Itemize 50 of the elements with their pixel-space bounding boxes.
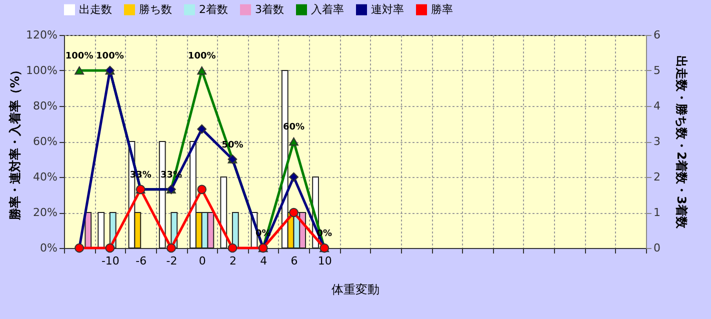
- y2-axis-title: 出走数・勝ち数・2着数・3着数: [674, 56, 688, 230]
- x-tick-label: 2: [229, 254, 236, 268]
- y-tick-label: 0%: [40, 242, 58, 254]
- x-tick-label: 0: [198, 254, 206, 268]
- y-tick-label: 80%: [33, 100, 58, 112]
- point: [197, 124, 207, 134]
- bar: [232, 212, 239, 248]
- bar: [220, 176, 228, 248]
- y-tick-label: 60%: [33, 135, 58, 148]
- y-axis-title: 勝率・連対率・入着率（%）: [8, 64, 22, 222]
- data-label: 100%: [188, 52, 216, 62]
- legend-label: 勝率: [431, 2, 453, 16]
- y2-tick-label: 4: [654, 100, 660, 112]
- legend-label: 2着数: [199, 2, 228, 16]
- y2-tick-label: 0: [654, 242, 660, 254]
- x-tick-label: -2: [166, 254, 178, 268]
- point: [166, 243, 176, 253]
- y2-tick-label: 3: [654, 135, 660, 148]
- point: [197, 184, 207, 194]
- point: [228, 243, 238, 253]
- point: [289, 137, 298, 146]
- legend-label: 3着数: [255, 2, 284, 16]
- point: [74, 66, 84, 75]
- legend-label: 出走数: [79, 2, 112, 16]
- legend-label: 入着率: [311, 2, 344, 16]
- y-tick-label: 20%: [33, 206, 58, 219]
- point: [197, 66, 207, 75]
- legend-label: 連対率: [371, 2, 404, 16]
- data-label: 100%: [65, 52, 94, 62]
- point: [289, 172, 298, 182]
- data-label: 100%: [96, 52, 124, 62]
- x-tick-label: -6: [136, 254, 147, 268]
- x-axis-title: 体重変動: [332, 282, 380, 296]
- x-tick-label: -10: [101, 254, 120, 268]
- point: [105, 243, 115, 253]
- x-tick-label: 6: [290, 254, 298, 268]
- y2-tick-label: 6: [654, 28, 660, 42]
- point: [289, 208, 298, 218]
- legend-label: 勝ち数: [139, 2, 172, 16]
- data-label: 0%: [255, 229, 271, 239]
- y-tick-label: 40%: [33, 170, 58, 184]
- x-tick-label: 10: [318, 254, 332, 268]
- bar: [98, 212, 105, 248]
- y-tick-label: 120%: [26, 28, 58, 42]
- y2-tick-label: 2: [654, 170, 660, 184]
- x-tick-label: 4: [260, 254, 268, 268]
- y-tick-label: 100%: [26, 64, 58, 77]
- y2-tick-label: 5: [654, 64, 660, 77]
- bar: [84, 212, 92, 248]
- y2-tick-label: 1: [654, 206, 660, 219]
